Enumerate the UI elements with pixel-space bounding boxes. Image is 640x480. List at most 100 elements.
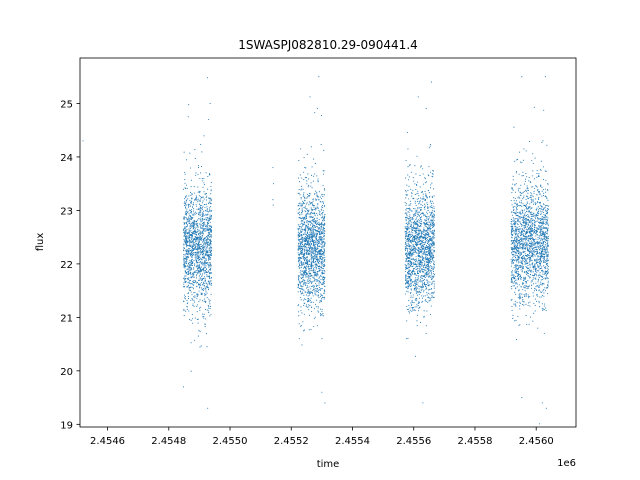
data-point — [425, 299, 427, 301]
data-point — [300, 325, 302, 327]
data-point — [310, 288, 312, 290]
data-point — [323, 297, 325, 299]
data-point — [417, 250, 420, 252]
data-point — [531, 175, 533, 177]
data-point — [514, 191, 516, 193]
data-point — [510, 187, 513, 189]
data-point — [323, 234, 325, 236]
data-point — [202, 316, 204, 318]
data-point — [534, 273, 536, 275]
data-point — [186, 262, 188, 265]
data-point — [414, 309, 416, 312]
data-point — [426, 294, 428, 296]
data-point — [198, 244, 200, 246]
data-point — [197, 165, 199, 167]
data-point — [412, 232, 414, 234]
data-point — [198, 245, 200, 247]
data-point — [526, 242, 528, 244]
data-point — [194, 317, 196, 319]
data-point — [301, 344, 303, 346]
data-point — [191, 262, 194, 264]
data-point — [199, 279, 201, 281]
data-point — [302, 217, 304, 219]
data-point — [309, 304, 311, 307]
data-point — [193, 251, 195, 254]
data-point — [425, 251, 428, 253]
data-point — [188, 231, 190, 233]
data-point — [302, 211, 304, 213]
data-point — [202, 284, 204, 286]
data-point — [426, 257, 428, 259]
data-point — [419, 174, 421, 177]
data-point — [430, 200, 432, 202]
data-point — [297, 276, 299, 278]
data-point — [418, 243, 420, 245]
data-point — [299, 217, 302, 219]
data-point — [413, 224, 415, 226]
data-point — [544, 303, 546, 305]
data-point — [186, 243, 188, 245]
data-point — [208, 298, 210, 300]
data-point — [302, 248, 304, 250]
data-point — [317, 306, 319, 308]
data-point — [433, 283, 435, 285]
data-point — [197, 229, 199, 231]
data-point — [186, 219, 188, 221]
data-point — [429, 226, 431, 228]
data-point — [425, 198, 427, 200]
data-point — [410, 265, 412, 268]
data-point — [431, 242, 433, 244]
data-point — [427, 301, 429, 303]
data-point — [526, 189, 528, 191]
data-point — [426, 221, 428, 223]
data-point — [192, 228, 194, 230]
data-point — [301, 238, 303, 240]
data-point — [201, 262, 203, 265]
data-point — [183, 286, 185, 288]
data-point — [308, 309, 310, 311]
data-point — [197, 212, 199, 214]
data-point — [306, 193, 308, 196]
data-point — [419, 238, 421, 240]
data-point — [211, 198, 213, 200]
data-point — [209, 282, 211, 284]
data-point — [184, 271, 186, 273]
data-point — [301, 249, 303, 251]
data-point — [431, 249, 433, 251]
data-point — [319, 301, 321, 303]
data-point — [194, 256, 196, 258]
data-point — [404, 226, 406, 228]
data-point — [305, 167, 307, 169]
data-point — [310, 213, 312, 215]
data-point — [409, 265, 411, 267]
data-point — [188, 228, 190, 230]
data-point — [409, 279, 411, 281]
data-point — [410, 271, 412, 273]
data-point — [185, 259, 187, 261]
data-point — [404, 238, 406, 240]
data-point — [517, 190, 519, 192]
data-point — [185, 184, 188, 186]
data-point — [433, 207, 435, 209]
data-point — [322, 195, 324, 198]
data-point — [324, 241, 326, 243]
data-point — [316, 225, 318, 227]
data-point — [318, 282, 320, 284]
data-point — [202, 257, 204, 259]
data-point — [314, 112, 316, 114]
data-point — [417, 282, 419, 284]
data-point — [186, 246, 188, 248]
data-point — [208, 244, 210, 246]
data-point — [406, 194, 408, 196]
data-point — [206, 247, 208, 249]
data-point — [308, 293, 311, 295]
data-point — [316, 288, 318, 290]
data-point — [416, 244, 418, 246]
data-point — [199, 261, 202, 263]
data-point — [199, 272, 201, 274]
data-point — [312, 293, 314, 295]
data-point — [304, 291, 306, 293]
data-point — [200, 284, 202, 286]
data-point — [199, 200, 201, 202]
data-point — [428, 250, 430, 252]
